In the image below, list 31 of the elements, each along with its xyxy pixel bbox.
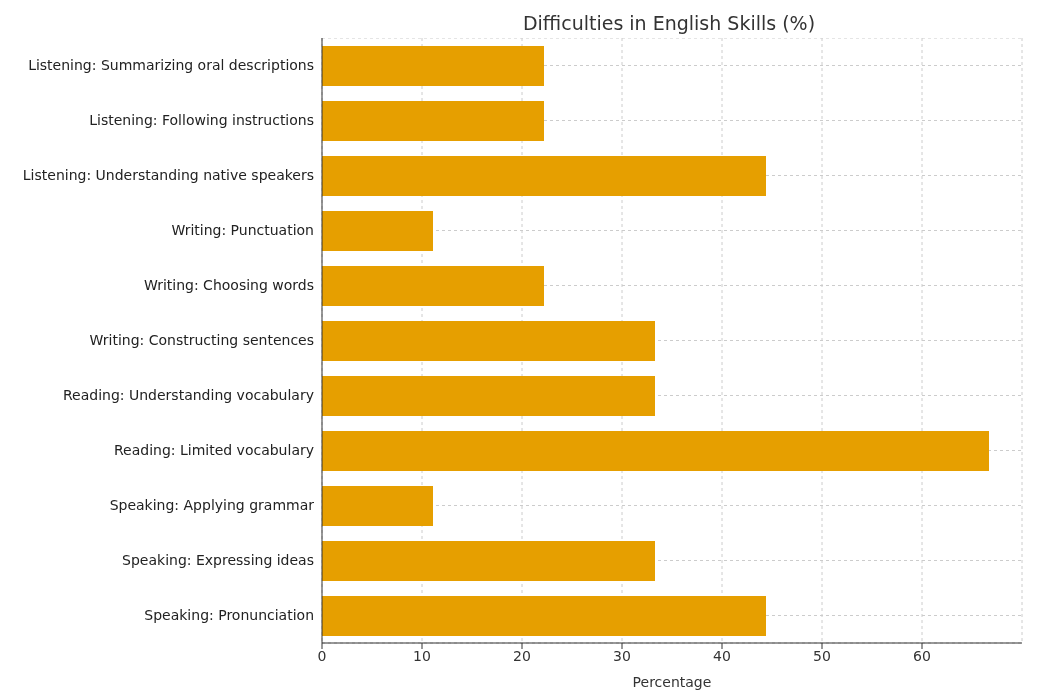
x-tick-label: 60 (913, 647, 931, 664)
x-tick-label: 0 (317, 647, 327, 664)
x-tick-label: 20 (513, 647, 531, 664)
y-tick-label: Reading: Understanding vocabulary (63, 387, 314, 404)
y-tick-label: Writing: Constructing sentences (89, 332, 314, 349)
bar (322, 376, 655, 416)
y-tick-label: Listening: Following instructions (89, 112, 314, 129)
y-tick-label: Listening: Summarizing oral descriptions (28, 57, 314, 74)
y-tick-label: Speaking: Pronunciation (144, 607, 314, 624)
x-axis-title: Percentage (632, 674, 712, 690)
y-tick-label: Speaking: Expressing ideas (122, 552, 314, 569)
x-tick-label: 30 (613, 647, 631, 664)
bar (322, 431, 989, 471)
y-tick-label: Writing: Punctuation (171, 222, 314, 239)
bar (322, 101, 544, 141)
y-tick-label: Reading: Limited vocabulary (113, 442, 314, 459)
bar (322, 321, 655, 361)
bar (322, 541, 655, 581)
x-tick-label: 50 (813, 647, 831, 664)
x-tick-label: 40 (713, 647, 731, 664)
y-tick-label: Writing: Choosing words (143, 277, 314, 294)
bar (322, 46, 544, 86)
x-tick-label: 10 (413, 647, 431, 664)
bar (322, 486, 433, 526)
y-tick-label: Listening: Understanding native speakers (22, 167, 314, 184)
bar (322, 596, 766, 636)
chart-title: Difficulties in English Skills (%) (521, 11, 817, 36)
y-tick-label: Speaking: Applying grammar (109, 497, 315, 514)
bar (322, 156, 766, 196)
bar (322, 211, 433, 251)
bar (322, 266, 544, 306)
